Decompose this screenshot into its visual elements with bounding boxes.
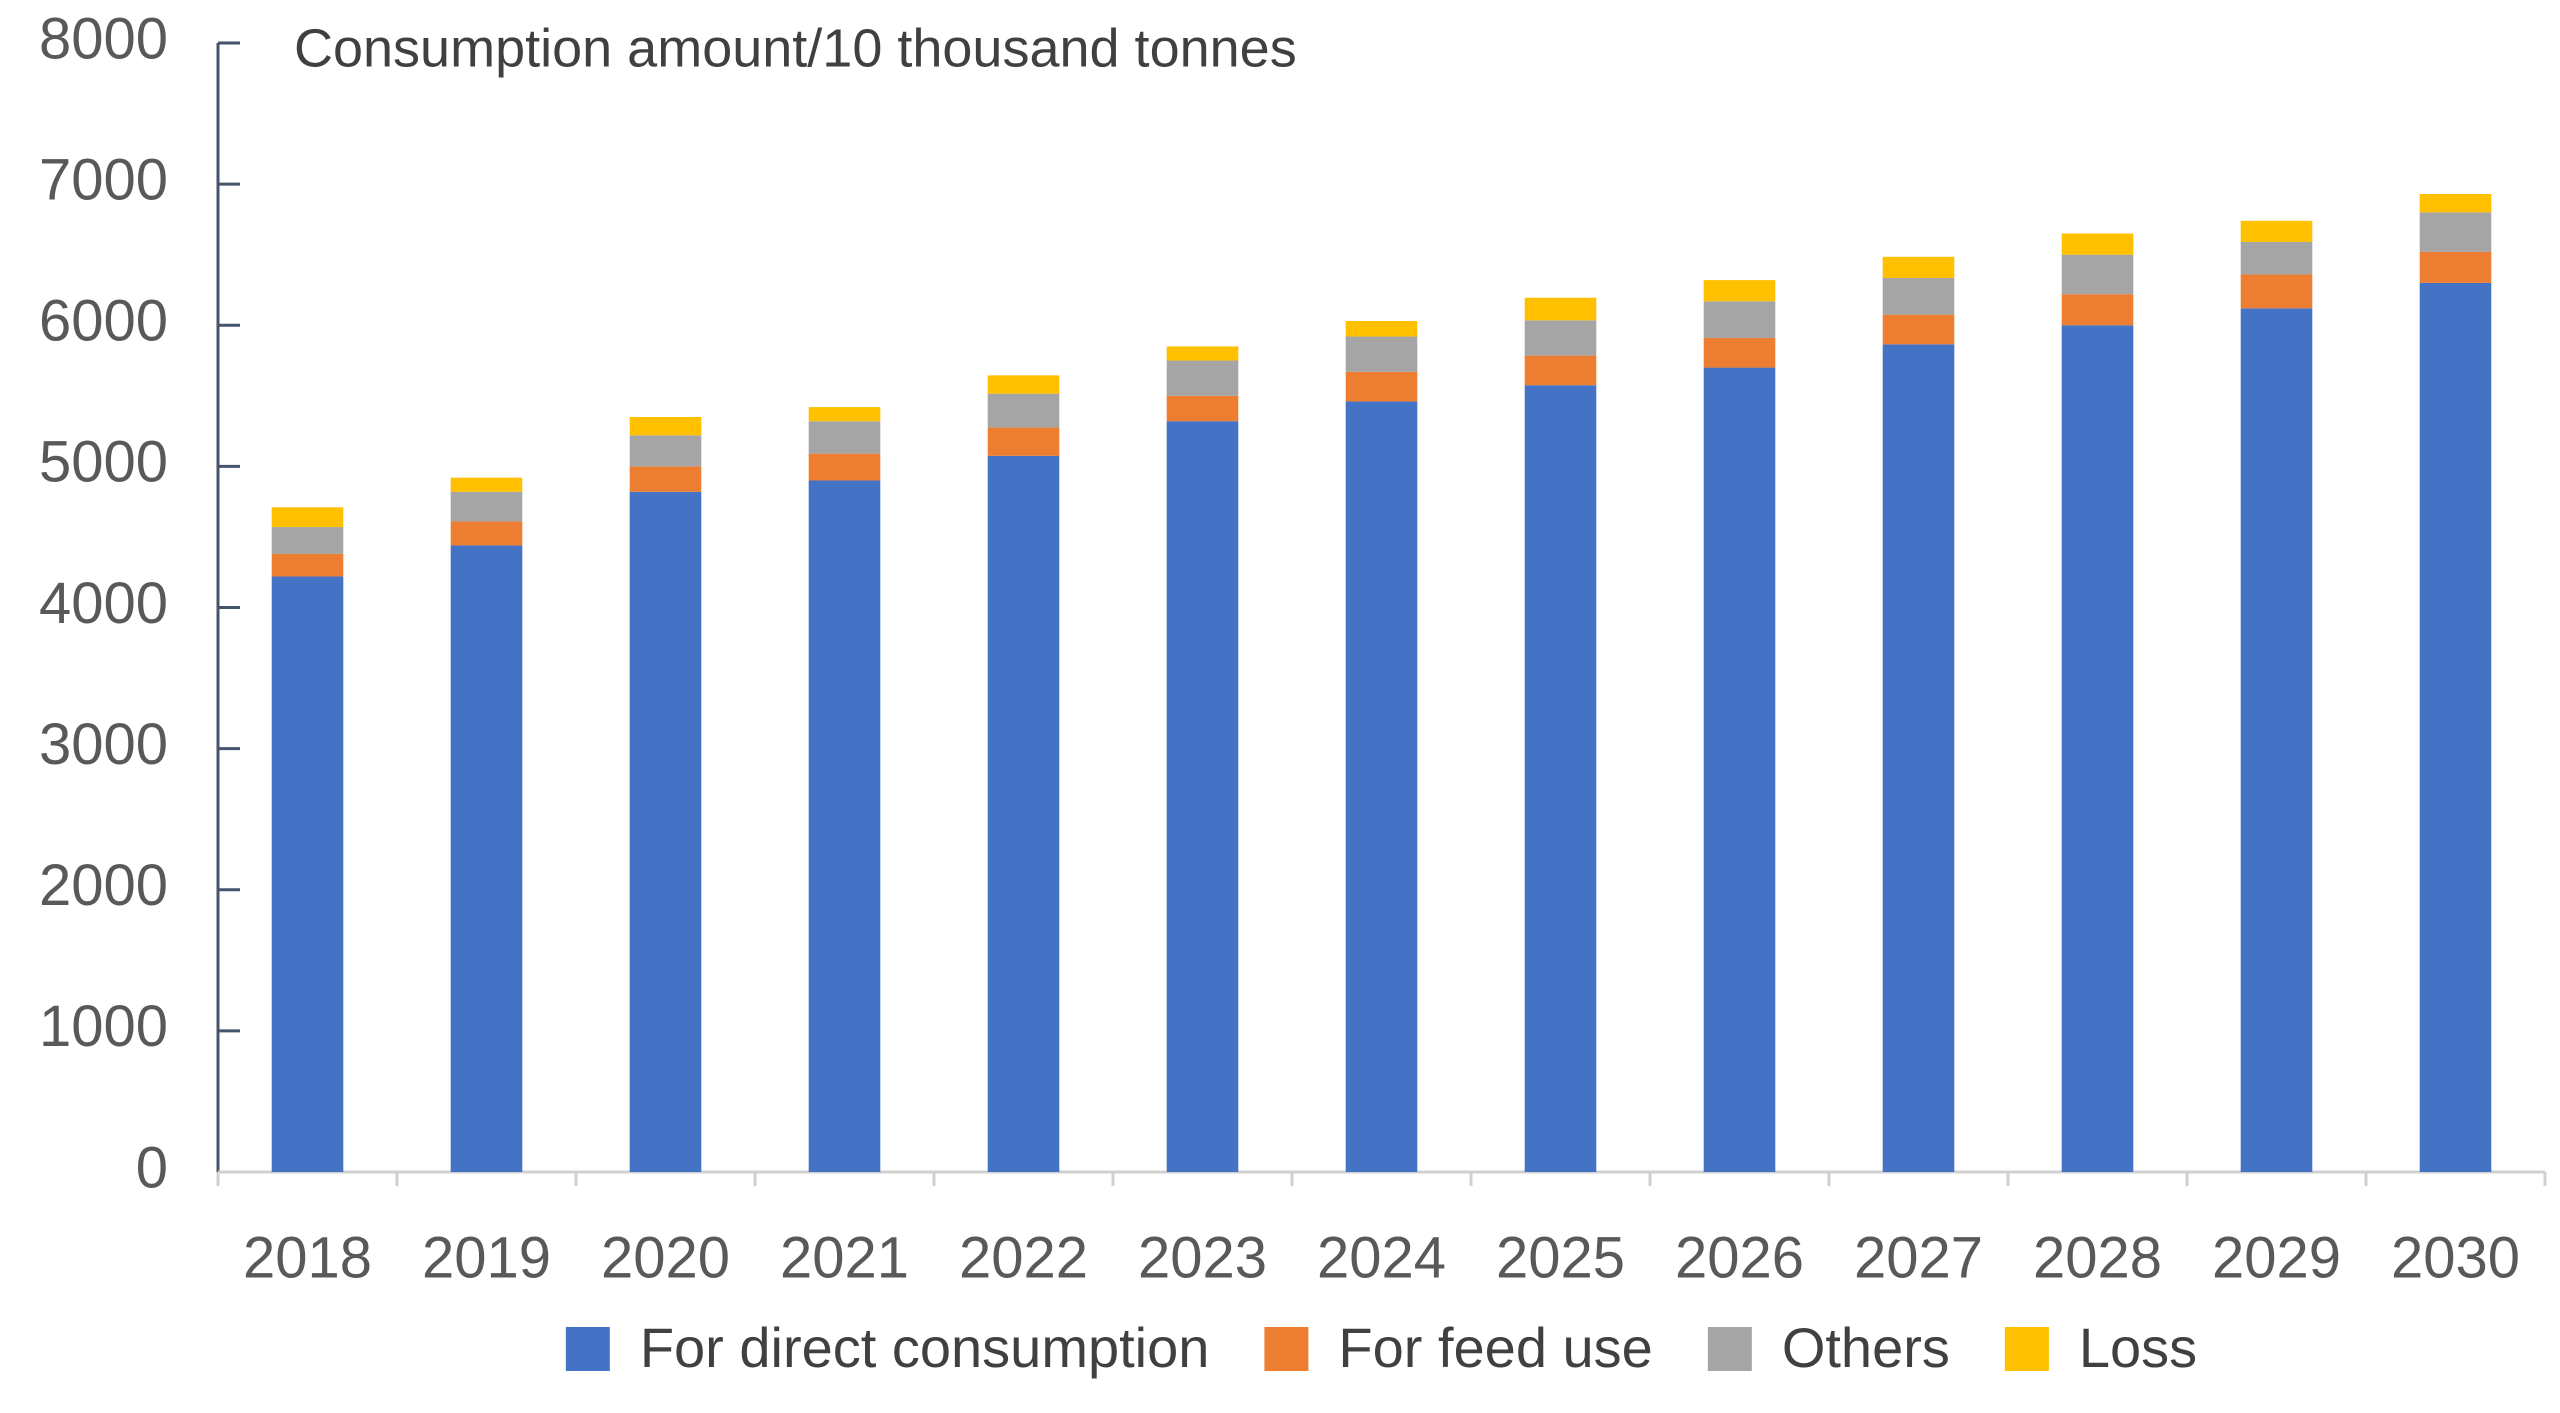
y-tick-label: 8000	[39, 6, 168, 71]
legend-label: Others	[1782, 1316, 1950, 1379]
bar-segment	[808, 407, 881, 422]
bar-segment	[808, 453, 881, 481]
bar-segment	[2061, 325, 2134, 1172]
legend-label: For feed use	[1338, 1316, 1652, 1379]
y-tick-label: 0	[136, 1135, 168, 1200]
bar-segment	[271, 527, 344, 554]
bar-segment	[629, 416, 702, 436]
bar-segment	[2240, 308, 2313, 1172]
bar-segment	[2419, 282, 2492, 1173]
y-tick-label: 1000	[39, 994, 168, 1059]
bar-segment	[2419, 212, 2492, 252]
bar-segment	[2419, 251, 2492, 283]
y-tick-label: 3000	[39, 712, 168, 777]
legend-swatch	[565, 1327, 610, 1371]
x-tick-label: 2030	[2391, 1225, 2520, 1290]
bar-segment	[2240, 220, 2313, 242]
bar-segment	[808, 480, 881, 1172]
y-tick-label: 4000	[39, 571, 168, 636]
bar-segment	[987, 455, 1060, 1172]
bar-segment	[987, 393, 1060, 428]
bar-segment	[1345, 321, 1418, 337]
x-tick-label: 2027	[1854, 1225, 1983, 1290]
bar-segment	[987, 375, 1060, 394]
legend-label: Loss	[2079, 1316, 2197, 1379]
x-tick-label: 2028	[2033, 1225, 2162, 1290]
y-tick-label: 2000	[39, 853, 168, 918]
bar-segment	[987, 427, 1060, 456]
bar-segment	[1703, 367, 1776, 1172]
y-tick-label: 5000	[39, 430, 168, 495]
bar-segment	[271, 553, 344, 577]
bar-segment	[450, 545, 523, 1172]
bar-segment	[1882, 256, 1955, 278]
bar-segment	[808, 421, 881, 454]
bar-segment	[1882, 344, 1955, 1172]
bar-segment	[1703, 280, 1776, 302]
bar-segment	[1345, 371, 1418, 402]
bar-segment	[1524, 297, 1597, 321]
bar-segment	[450, 521, 523, 546]
x-tick-label: 2025	[1496, 1225, 1625, 1290]
bar-segment	[1166, 395, 1239, 422]
bar-segment	[629, 435, 702, 467]
bar-segment	[1345, 401, 1418, 1172]
bar-segment	[1882, 314, 1955, 345]
bar-segment	[2061, 294, 2134, 326]
bar-segment	[1524, 385, 1597, 1172]
bar-segment	[1166, 360, 1239, 396]
bar-segment	[1703, 301, 1776, 338]
bar-segment	[629, 491, 702, 1173]
bar-segment	[1703, 337, 1776, 368]
x-tick-label: 2022	[959, 1225, 1088, 1290]
bar-segment	[271, 576, 344, 1172]
x-tick-label: 2023	[1138, 1225, 1267, 1290]
bar-segment	[2240, 274, 2313, 309]
x-tick-label: 2019	[422, 1225, 551, 1290]
bar-segment	[1345, 336, 1418, 372]
x-tick-label: 2029	[2212, 1225, 2341, 1290]
bar-segment	[2061, 233, 2134, 255]
bar-segment	[1524, 320, 1597, 356]
legend-swatch	[2004, 1327, 2049, 1371]
bar-segment	[1166, 421, 1239, 1173]
bar-segment	[629, 466, 702, 492]
bar-segment	[2061, 254, 2134, 295]
y-tick-label: 6000	[39, 289, 168, 354]
x-tick-label: 2020	[601, 1225, 730, 1290]
bar-segment	[1882, 277, 1955, 315]
bar-segment	[450, 491, 523, 522]
axis-title: Consumption amount/10 thousand tonnes	[294, 18, 1297, 78]
bar-segment	[2419, 194, 2492, 213]
bar-segment	[1166, 346, 1239, 361]
x-tick-label: 2018	[243, 1225, 372, 1290]
bar-segment	[271, 507, 344, 528]
legend-label: For direct consumption	[640, 1316, 1210, 1379]
bar-segment	[1524, 355, 1597, 386]
legend-swatch	[1707, 1327, 1752, 1371]
y-tick-label: 7000	[39, 147, 168, 212]
x-tick-label: 2024	[1317, 1225, 1446, 1290]
x-tick-label: 2026	[1675, 1225, 1804, 1290]
bar-segment	[450, 477, 523, 492]
legend-swatch	[1264, 1327, 1309, 1371]
x-tick-label: 2021	[780, 1225, 909, 1290]
bar-segment	[2240, 241, 2313, 275]
